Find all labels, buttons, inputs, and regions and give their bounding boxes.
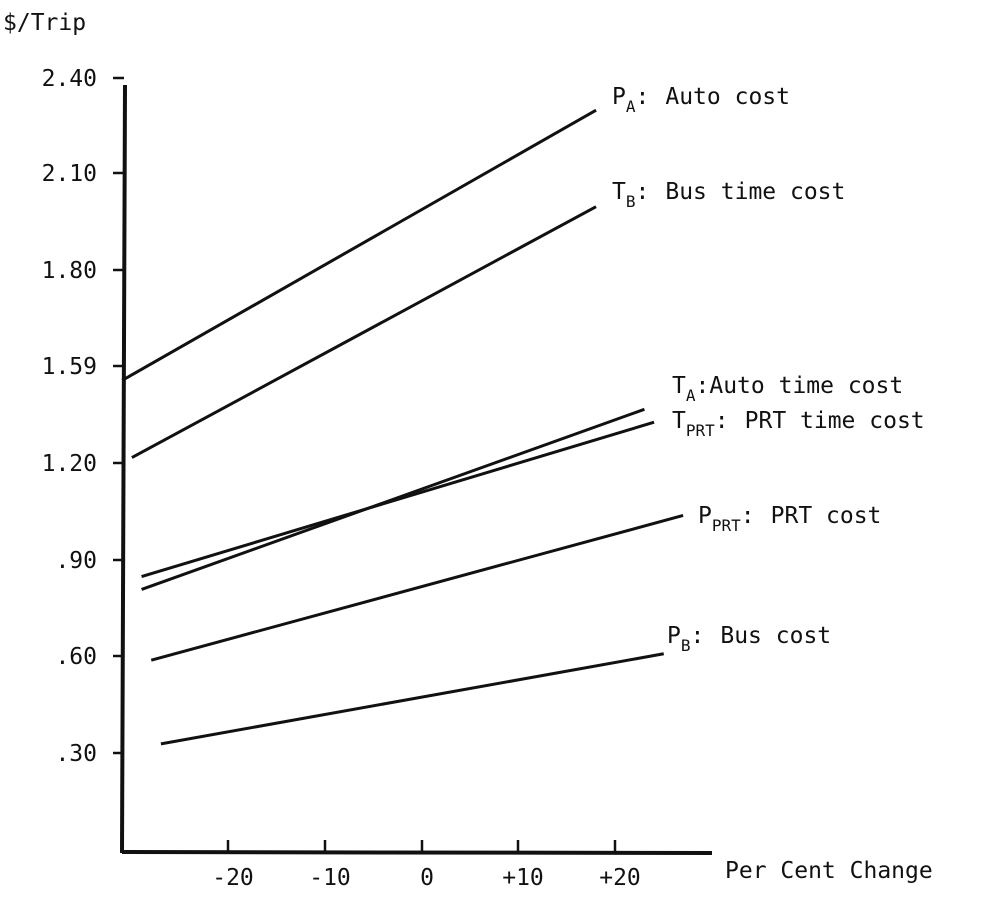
y-axis-line xyxy=(120,84,127,854)
x-ticks: -20 -10 0 +10 +20 xyxy=(212,840,641,891)
y-tick-label: 2.10 xyxy=(42,161,97,187)
x-tick-label: +10 xyxy=(502,865,544,891)
y-tick-label: .90 xyxy=(55,548,97,574)
legend-entry: PPRT: PRT cost xyxy=(698,503,881,535)
series-lines xyxy=(121,108,684,746)
x-tick-label: -10 xyxy=(309,865,351,891)
y-axis-label: $/Trip xyxy=(3,10,86,36)
y-tick-label: 2.40 xyxy=(42,66,97,92)
y-tick-label: .30 xyxy=(55,741,97,767)
legend-entry: PA: Auto cost xyxy=(612,84,790,116)
series-line xyxy=(150,514,684,662)
legend-entry: TPRT: PRT time cost xyxy=(672,408,925,440)
series-line xyxy=(121,108,597,382)
series-line xyxy=(141,420,655,579)
x-tick-label: 0 xyxy=(420,865,434,891)
legend-entry: TB: Bus time cost xyxy=(612,179,845,211)
legend-entry: PB: Bus cost xyxy=(667,623,831,655)
x-axis-label: Per Cent Change xyxy=(725,858,933,884)
y-tick-label: .60 xyxy=(55,644,97,670)
legend: PA: Auto cost TB: Bus time cost TA:Auto time… xyxy=(612,84,925,655)
series-line xyxy=(160,652,665,746)
x-axis-line xyxy=(121,850,713,855)
y-tick-label: 1.80 xyxy=(42,258,97,284)
series-line xyxy=(131,205,597,459)
legend-entry: TA:Auto time cost xyxy=(672,373,903,405)
x-tick-label: +20 xyxy=(599,865,641,891)
y-tick-label: 1.20 xyxy=(42,451,97,477)
y-tick-label: 1.59 xyxy=(42,354,97,380)
y-ticks: .30 .60 .90 1.20 1.59 1.80 2.10 2.40 xyxy=(42,66,124,767)
x-tick-label: -20 xyxy=(212,865,254,891)
